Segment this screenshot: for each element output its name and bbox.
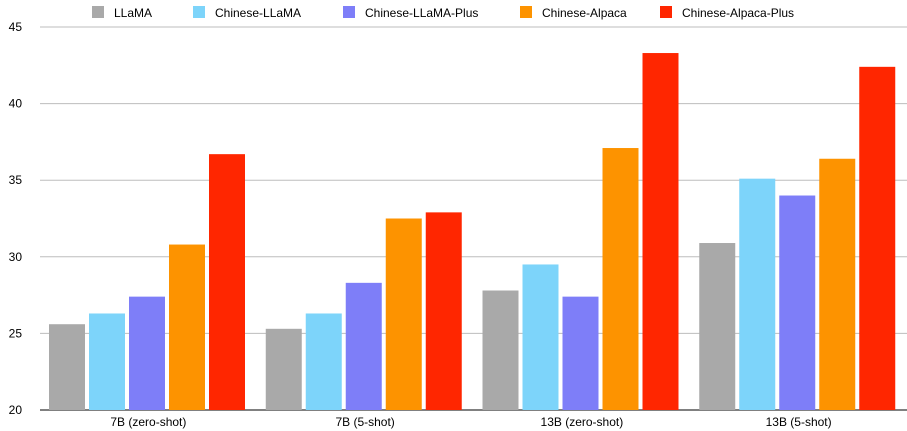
bar-chinese-llama-7b-zero-shot [89,313,125,410]
legend-label: Chinese-LLaMA-Plus [365,6,478,20]
legend-swatch [193,6,205,18]
legend-item: Chinese-LLaMA [193,6,301,20]
legend-label: Chinese-Alpaca [542,6,627,20]
y-tick-label: 40 [9,97,23,111]
legend-item: LLaMA [92,6,152,20]
legend-swatch [343,6,355,18]
bar-chinese-alpaca-13b-5-shot [819,158,856,410]
bar-chinese-alpaca-13b-zero-shot [602,148,639,410]
bar-chinese-alpaca-plus-13b-zero-shot [642,53,679,410]
legend-item: Chinese-LLaMA-Plus [343,6,478,20]
x-tick-label: 7B (zero-shot) [110,415,186,429]
bar-llama-7b-zero-shot [49,324,85,410]
bar-llama-13b-5-shot [699,243,736,410]
bar-chinese-alpaca-plus-7b-5-shot [425,212,462,410]
legend-swatch [92,6,104,18]
y-tick-label: 45 [9,20,23,34]
legend-swatch [520,6,532,18]
y-axis: 20 25 30 35 40 45 [9,20,23,417]
legend-label: Chinese-LLaMA [215,6,301,20]
bar-chinese-llama-7b-5-shot [305,313,342,410]
x-tick-label: 13B (zero-shot) [541,415,624,429]
legend-item: Chinese-Alpaca-Plus [660,6,794,20]
bar-chinese-alpaca-plus-7b-zero-shot [209,154,245,410]
bar-chinese-llama-plus-7b-zero-shot [129,296,165,410]
bar-chinese-alpaca-7b-zero-shot [169,244,205,410]
bars [49,53,896,410]
bar-llama-13b-zero-shot [482,290,519,410]
bar-chinese-llama-13b-zero-shot [522,264,559,410]
x-axis: 7B (zero-shot) 7B (5-shot) 13B (zero-shot)… [110,415,831,429]
legend-label: LLaMA [114,6,152,20]
bar-chinese-llama-13b-5-shot [739,178,776,410]
legend-swatch [660,6,672,18]
bar-chinese-llama-plus-13b-zero-shot [562,296,599,410]
y-tick-label: 25 [9,326,23,340]
bar-chinese-alpaca-plus-13b-5-shot [859,66,896,410]
legend: LLaMA Chinese-LLaMA Chinese-LLaMA-Plus Chin… [92,6,794,20]
y-tick-label: 30 [9,250,23,264]
x-tick-label: 13B (5-shot) [766,415,832,429]
bar-chinese-llama-plus-7b-5-shot [345,282,382,410]
bar-llama-7b-5-shot [265,328,302,410]
legend-label: Chinese-Alpaca-Plus [682,6,794,20]
bar-chinese-llama-plus-13b-5-shot [779,195,816,410]
x-tick-label: 7B (5-shot) [335,415,394,429]
bar-chinese-alpaca-7b-5-shot [385,218,422,410]
y-tick-label: 20 [9,403,23,417]
legend-item: Chinese-Alpaca [520,6,627,20]
y-tick-label: 35 [9,173,23,187]
